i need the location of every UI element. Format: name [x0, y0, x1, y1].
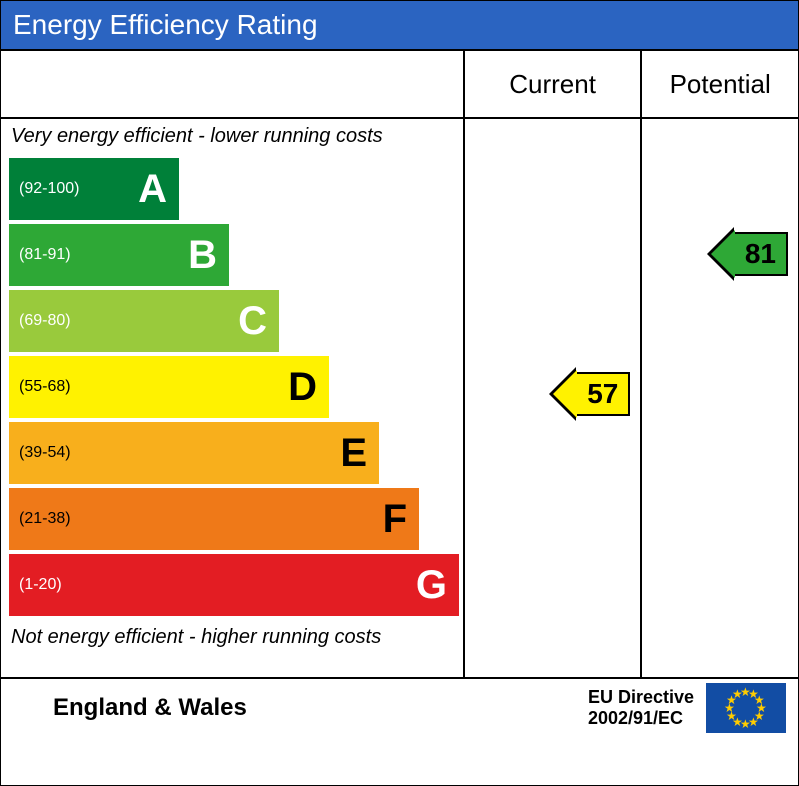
band-e: (39-54) E — [9, 422, 379, 484]
title-bar: Energy Efficiency Rating — [1, 1, 798, 49]
header-potential-label: Potential — [670, 69, 771, 100]
pointer-current: 57 — [577, 372, 630, 416]
band-d: (55-68) D — [9, 356, 329, 418]
band-range: (92-100) — [19, 180, 79, 198]
potential-column: 81 — [642, 119, 798, 677]
band-a: (92-100) A — [9, 158, 179, 220]
header-row: Current Potential — [1, 49, 798, 119]
band-range: (81-91) — [19, 246, 71, 264]
band-c: (69-80) C — [9, 290, 279, 352]
band-letter: C — [238, 299, 267, 344]
footer-row: England & Wales EU Directive 2002/91/EC … — [1, 679, 798, 737]
band-letter: E — [340, 431, 367, 476]
header-current-label: Current — [509, 69, 596, 100]
note-top: Very energy efficient - lower running co… — [1, 119, 463, 154]
pointer-potential: 81 — [735, 232, 788, 276]
footer-directive-line1: EU Directive — [588, 687, 694, 708]
band-range: (1-20) — [19, 576, 62, 594]
footer-directive: EU Directive 2002/91/EC — [588, 687, 694, 728]
band-g: (1-20) G — [9, 554, 459, 616]
band-range: (39-54) — [19, 444, 71, 462]
header-current: Current — [465, 51, 643, 117]
header-potential: Potential — [642, 51, 798, 117]
eu-star: ★ — [732, 687, 743, 701]
pointer-current-value: 57 — [577, 378, 628, 410]
current-column: 57 — [465, 119, 643, 677]
footer-region: England & Wales — [13, 694, 247, 722]
pointer-potential-value: 81 — [735, 238, 786, 270]
eu-flag: ★★★★★★★★★★★★ — [706, 683, 786, 733]
band-letter: D — [288, 365, 317, 410]
bands-host: (92-100) A (81-91) B (69-80) C (55-68) D (39-54)… — [1, 158, 463, 616]
band-f: (21-38) F — [9, 488, 419, 550]
bands-column: Very energy efficient - lower running co… — [1, 119, 465, 677]
band-letter: F — [383, 497, 407, 542]
chart-title: Energy Efficiency Rating — [13, 9, 318, 41]
band-letter: B — [188, 233, 217, 278]
note-bottom: Not energy efficient - higher running co… — [1, 620, 463, 655]
epc-chart: Energy Efficiency Rating Current Potenti… — [0, 0, 799, 786]
band-range: (21-38) — [19, 510, 71, 528]
band-letter: A — [138, 167, 167, 212]
band-letter: G — [416, 563, 447, 608]
band-range: (69-80) — [19, 312, 71, 330]
main-row: Very energy efficient - lower running co… — [1, 119, 798, 679]
footer-directive-line2: 2002/91/EC — [588, 708, 694, 729]
band-b: (81-91) B — [9, 224, 229, 286]
band-range: (55-68) — [19, 378, 71, 396]
header-blank — [1, 51, 465, 117]
